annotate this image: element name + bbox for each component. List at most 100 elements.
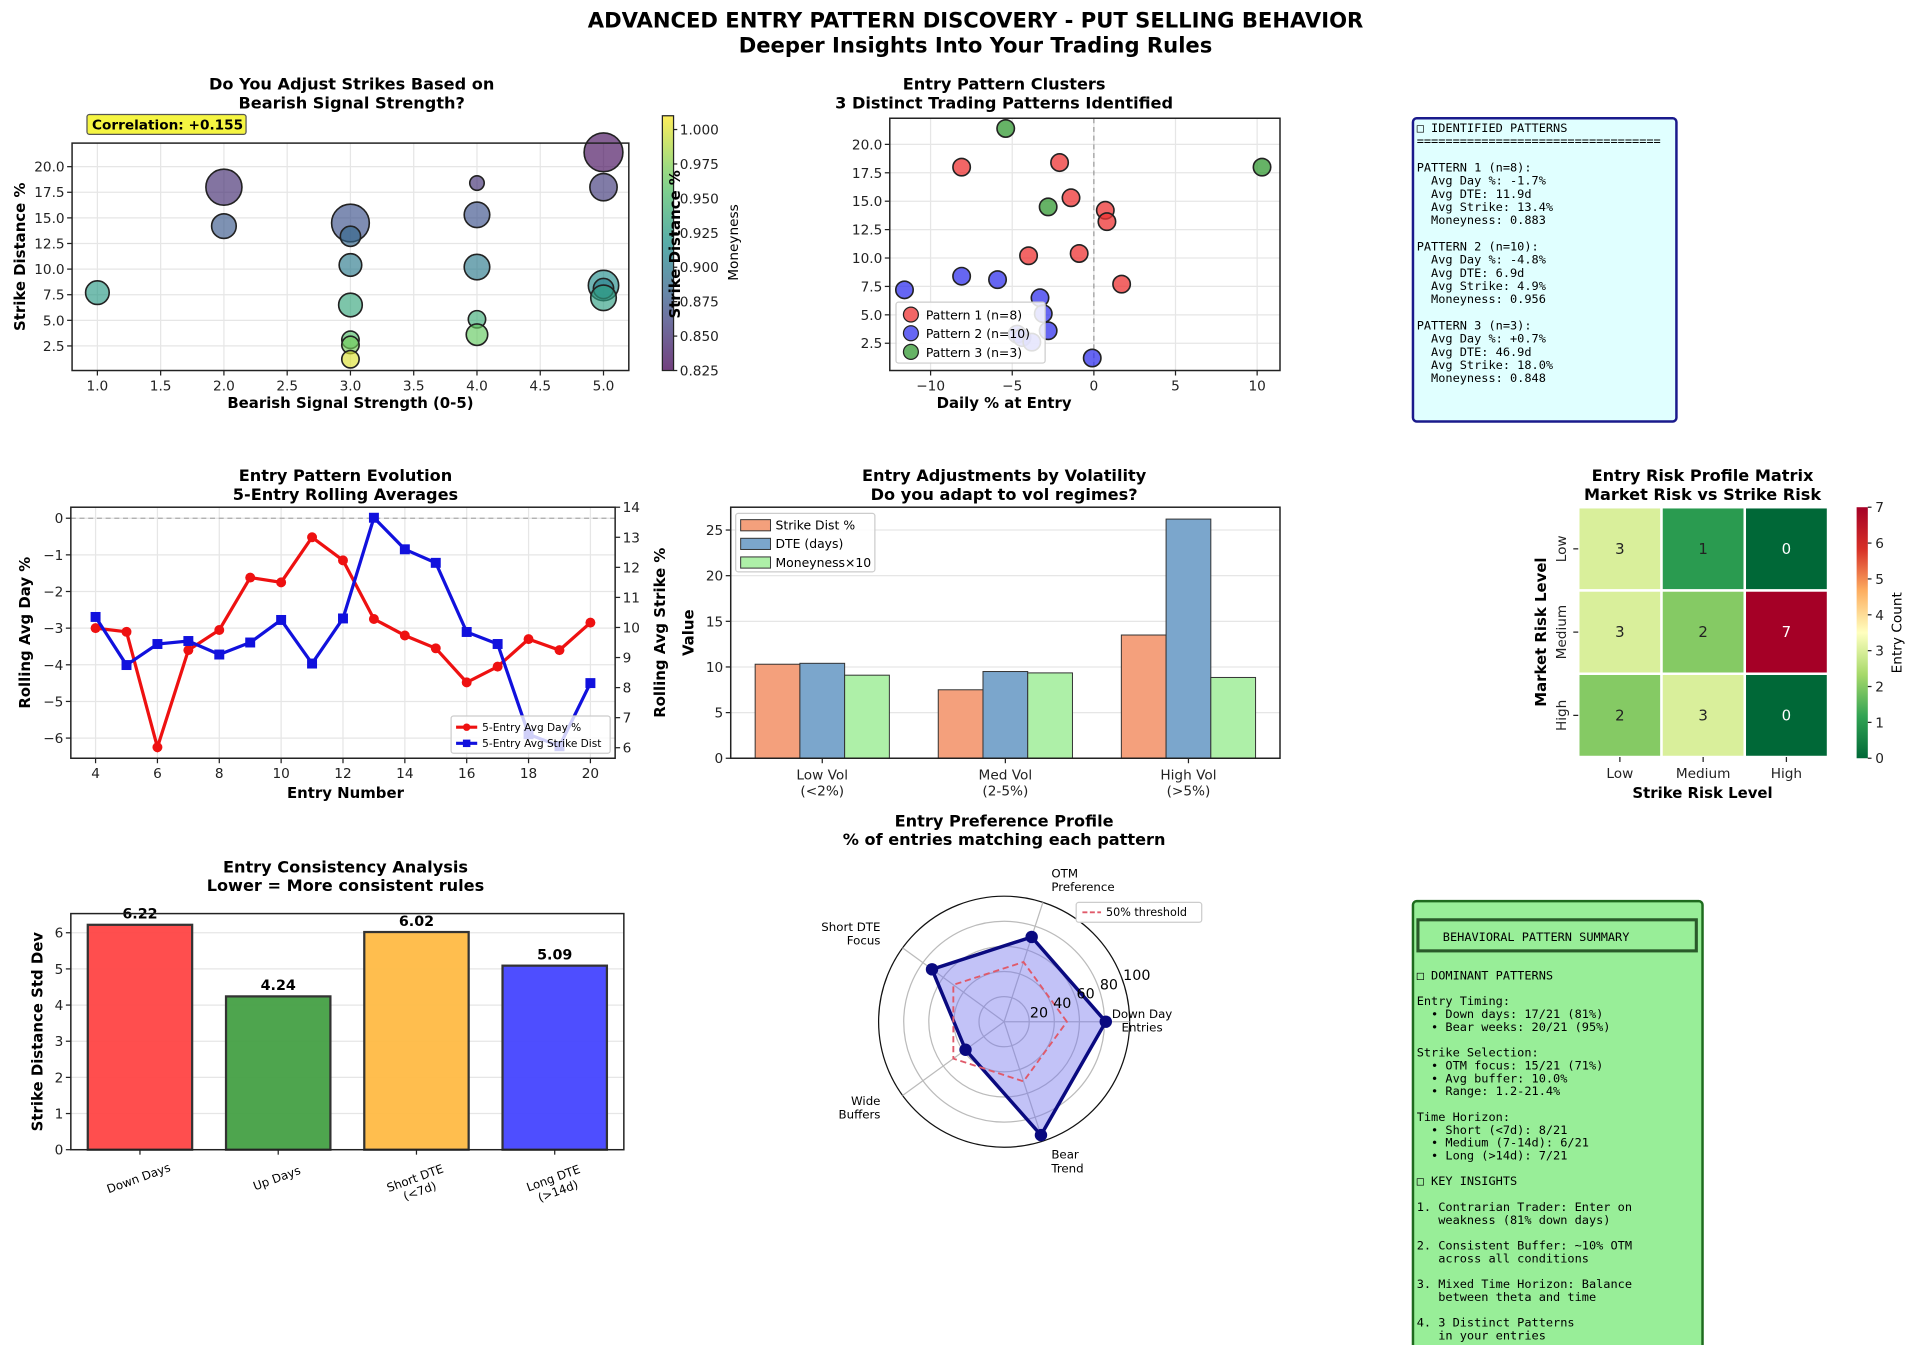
heatmap-value: 0 — [1782, 706, 1791, 724]
vol-bar — [1210, 676, 1257, 759]
x-tick-label: Up Days — [251, 1163, 302, 1193]
radar-spoke — [1003, 1021, 1044, 1142]
x-tick-label: 20 — [582, 766, 599, 782]
summary-box — [1411, 899, 1704, 1349]
y-tick-label: 20.0 — [34, 160, 64, 176]
line-marker — [90, 611, 101, 622]
legend-swatch — [740, 519, 771, 532]
heatmap-value: 3 — [1615, 540, 1624, 558]
cluster-point — [996, 118, 1016, 138]
figure-title: ADVANCED ENTRY PATTERN DISCOVERY - PUT S… — [588, 8, 1364, 33]
radar-tick-label: 60 — [1077, 987, 1095, 1003]
y-tick-label: −1 — [43, 548, 63, 564]
radar-spoke — [902, 947, 1005, 1023]
patterns-line: ================================== — [1417, 134, 1661, 148]
consistency-bar — [224, 995, 332, 1151]
y-axis-label: Strike Distance Std Dev — [28, 932, 46, 1132]
patterns-line: PATTERN 3 (n=3): — [1417, 319, 1532, 333]
radar-axis-label: Buffers — [839, 1108, 881, 1122]
summary-line: Strike Selection: — [1417, 1046, 1539, 1060]
summary-line: □ KEY INSIGHTS — [1417, 1174, 1518, 1188]
axes-frame — [70, 912, 625, 1151]
radar-point — [925, 963, 939, 976]
radar-point — [959, 1043, 972, 1056]
heatmap-cell — [1660, 505, 1747, 592]
legend-label: 50% threshold — [1106, 906, 1187, 919]
colorbar-tick-label: 0.900 — [680, 260, 719, 276]
line-marker — [461, 677, 472, 688]
heatmap-value: 2 — [1615, 706, 1624, 724]
x-tick-label: 0 — [1090, 378, 1099, 394]
line-marker — [121, 626, 132, 637]
x-axis-label: Strike Risk Level — [1632, 784, 1772, 802]
chart-title: % of entries matching each pattern — [843, 830, 1166, 849]
x-tick-label: 8 — [215, 766, 224, 782]
y-tick-label: 10.0 — [852, 251, 882, 267]
scatter-point — [463, 201, 491, 229]
colorbar — [661, 115, 675, 372]
y-tick-label: 10 — [706, 660, 723, 676]
radar-tick-label: 100 — [1123, 968, 1150, 984]
colorbar-tick-label: 0.950 — [680, 191, 719, 207]
y-right-tick-label: 6 — [623, 741, 632, 757]
summary-box-panel: BEHAVIORAL PATTERN SUMMARY □ DOMINANT PAT… — [1411, 899, 1704, 1349]
patterns-line: Moneyness: 0.956 — [1417, 292, 1546, 306]
y-tick-label: 1 — [55, 1107, 64, 1123]
line-marker — [585, 678, 596, 689]
cluster-point — [1097, 212, 1117, 232]
summary-line: • Down days: 17/21 (81%) — [1417, 1007, 1604, 1021]
y-tick-label: 15.0 — [852, 194, 882, 210]
x-tick-label: Low — [1606, 766, 1633, 782]
radar-axis-label: Trend — [1050, 1161, 1083, 1175]
x-tick-label: 2.5 — [276, 378, 298, 394]
x-tick-label: (>5%) — [1167, 784, 1211, 800]
radar-axis-label: OTM — [1051, 866, 1078, 880]
y-tick-label: 0 — [55, 511, 64, 527]
y-tick-label: −3 — [43, 621, 63, 637]
patterns-line: Moneyness: 0.883 — [1417, 213, 1546, 227]
legend-swatch — [740, 537, 771, 550]
line-marker — [214, 625, 225, 635]
line-marker — [152, 742, 163, 753]
vol-bar — [799, 662, 846, 759]
y-tick-label: 7.5 — [43, 288, 65, 304]
summary-line: • Medium (7-14d): 6/21 — [1417, 1136, 1589, 1150]
consistency-bar — [501, 964, 609, 1151]
legend-swatch — [740, 556, 771, 569]
consistency-bar — [86, 923, 194, 1151]
radar-axis-label: Focus — [847, 934, 881, 948]
colorbar-tick-label: 0 — [1875, 751, 1884, 767]
scatter-point — [589, 284, 618, 312]
radar-axis-label: Down Day — [1112, 1007, 1172, 1021]
x-tick-label: 5 — [1171, 378, 1180, 394]
patterns-line: PATTERN 2 (n=10): — [1417, 239, 1539, 253]
y-axis-label: Rolling Avg Day % — [16, 557, 34, 709]
line-marker — [492, 661, 503, 672]
x-tick-label: 4 — [91, 766, 100, 782]
radar-point — [1099, 1015, 1112, 1028]
bar-value-label: 6.22 — [122, 907, 157, 923]
colorbar-tick-label: 0.825 — [680, 363, 719, 379]
x-tick-label: 6 — [153, 766, 162, 782]
heatmap-value: 7 — [1782, 623, 1791, 641]
cluster-point — [1069, 243, 1089, 263]
line-marker — [585, 617, 596, 628]
bar-value-label: 5.09 — [537, 947, 572, 963]
cluster-point — [894, 280, 914, 300]
chart-title: 5-Entry Rolling Averages — [233, 485, 458, 504]
scatter-point — [589, 172, 618, 202]
y-tick-label: 5.0 — [43, 313, 65, 329]
summary-line: • OTM focus: 15/21 (71%) — [1417, 1058, 1604, 1072]
x-tick-label: 4.0 — [466, 378, 488, 394]
radar-axis-label: Short DTE — [821, 920, 880, 934]
x-tick-label: 3.5 — [403, 378, 425, 394]
x-tick-label: 12 — [334, 766, 351, 782]
y-tick-label: 5.0 — [861, 308, 883, 324]
legend-marker — [902, 325, 919, 342]
patterns-line: Avg Strike: 4.9% — [1417, 279, 1546, 293]
y-tick-label: 20.0 — [852, 137, 882, 153]
y-right-tick-label: 13 — [623, 530, 640, 546]
y-tick-label: High — [1554, 700, 1570, 731]
